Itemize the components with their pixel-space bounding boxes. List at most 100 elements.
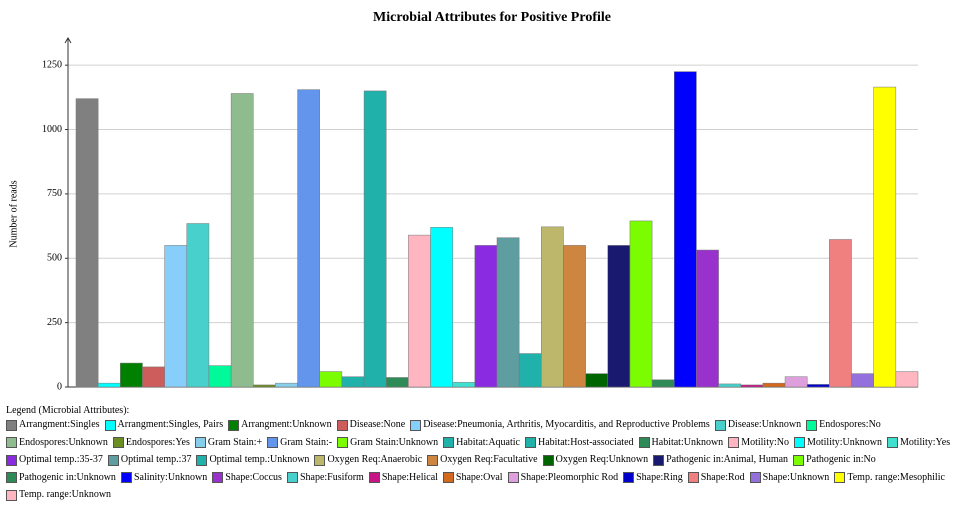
legend-swatch (337, 437, 349, 448)
legend-swatch (427, 454, 439, 466)
legend-label: Gram Stain:Unknown (350, 436, 439, 448)
legend-item: Gram Stain:Unknown (337, 436, 438, 450)
legend: Legend (Microbial Attributes): Arrangmen… (6, 404, 964, 506)
legend-label: Optimal temp.:35-37 (19, 454, 103, 465)
legend-swatch (6, 419, 17, 431)
legend-item: Endospores:No (806, 418, 881, 432)
bar (230, 93, 254, 388)
legend-label: Shape:Ring (636, 471, 683, 483)
legend-item: Optimal temp.:Unknown (196, 453, 309, 467)
bar (319, 371, 343, 388)
chart-title: Microbial Attributes for Positive Profil… (373, 10, 611, 25)
bar (563, 245, 586, 388)
legend-label: Shape:Unknown (762, 471, 830, 483)
legend-label: Disease:Pneumonia, Arthritis, Myocarditi… (423, 419, 710, 430)
legend-swatch (196, 454, 208, 466)
bar (275, 382, 298, 388)
legend-item: Gram Stain:+ (194, 436, 262, 450)
legend-swatch (653, 454, 665, 466)
bar (75, 98, 99, 388)
bar (430, 227, 453, 388)
legend-swatch (104, 419, 116, 431)
legend-swatch (410, 419, 422, 431)
bar (895, 371, 919, 388)
legend-item: Habitat:Host-associated (525, 436, 634, 450)
bar (674, 71, 697, 388)
bar (120, 362, 143, 388)
legend-item: Disease:None (336, 418, 405, 432)
legend-item: Motility:Unknown (793, 436, 882, 450)
legend-item: Motility:No (728, 436, 789, 450)
legend-label: Habitat:Host-associated (538, 436, 634, 448)
legend-label: Motility:No (741, 436, 789, 448)
legend-item: Pathogenic in:Animal, Human (653, 453, 788, 467)
legend-swatch (542, 454, 554, 466)
legend-swatch (806, 419, 818, 431)
legend-item: Shape:Oval (442, 471, 503, 485)
bar (651, 379, 675, 388)
legend-item: Arrangment:Unknown (228, 418, 332, 432)
legend-label: Arrangment:Singles (19, 419, 100, 430)
legend-label: Optimal temp.:37 (120, 454, 192, 465)
bar (541, 226, 564, 388)
bar (806, 384, 830, 388)
page: Microbial Attributes for Positive Profil… (6, 10, 950, 501)
legend-item: Temp. range:Mesophilic (834, 471, 945, 485)
legend-label: Arrangment:Unknown (241, 419, 332, 430)
legend-item: Arrangment:Singles, Pairs (104, 418, 223, 432)
legend-swatch (887, 437, 898, 448)
y-tick-label: 0 (57, 381, 62, 392)
legend-item: Optimal temp.:37 (107, 453, 192, 467)
legend-swatch (6, 454, 17, 466)
legend-label: Temp. range:Unknown (19, 489, 112, 500)
bar (851, 373, 874, 388)
bar (585, 373, 609, 388)
legend-item: Shape:Pleomorphic Rod (507, 471, 619, 485)
legend-label: Habitat:Unknown (651, 436, 724, 448)
legend-swatch (6, 437, 17, 448)
legend-label: Shape:Rod (700, 471, 745, 483)
legend-item: Shape:Rod (687, 471, 745, 485)
legend-item: Optimal temp.:35-37 (6, 453, 103, 467)
legend-label: Endospores:Unknown (19, 436, 108, 448)
legend-item: Pathogenic in:No (793, 453, 876, 467)
legend-label: Shape:Pleomorphic Rod (520, 471, 619, 483)
legend-label: Optimal temp.:Unknown (209, 454, 310, 465)
legend-label: Habitat:Aquatic (456, 436, 520, 448)
legend-label: Endospores:Yes (125, 436, 190, 448)
bar (253, 384, 276, 388)
legend-label: Shape:Oval (455, 471, 503, 483)
bar (496, 237, 520, 388)
legend-swatch (793, 454, 805, 466)
bar (164, 245, 188, 388)
legend-item: Shape:Helical (368, 471, 438, 485)
legend-item: Shape:Coccus (212, 471, 282, 485)
bar (341, 376, 365, 388)
legend-item: Motility:Yes (887, 436, 950, 450)
legend-label: Pathogenic in:Unknown (19, 471, 116, 483)
legend-item: Disease:Pneumonia, Arthritis, Myocarditi… (410, 418, 710, 432)
legend-swatch (638, 437, 650, 448)
bar (696, 249, 719, 388)
bar (873, 86, 897, 388)
legend-label: Shape:Fusiform (299, 471, 364, 483)
legend-swatch (525, 437, 536, 448)
legend-label: Endospores:No (819, 419, 881, 430)
legend-swatch (194, 437, 206, 448)
bar (297, 89, 320, 388)
bar (186, 223, 210, 388)
bar (408, 234, 431, 388)
legend-swatch (107, 454, 119, 466)
legend-item: Endospores:Yes (112, 436, 190, 450)
legend-label: Pathogenic in:Animal, Human (666, 454, 789, 465)
legend-item: Temp. range:Unknown (6, 488, 111, 502)
bar (740, 384, 764, 388)
legend-swatch (336, 419, 348, 431)
legend-item: Pathogenic in:Unknown (6, 471, 116, 485)
legend-swatch (728, 437, 740, 448)
legend-label: Shape:Helical (381, 471, 438, 483)
legend-swatch (443, 437, 455, 448)
legend-label: Gram Stain:- (280, 436, 333, 448)
legend-item: Oxygen Req:Anaerobic (314, 453, 422, 467)
legend-item: Oxygen Req:Facultative (427, 453, 538, 467)
